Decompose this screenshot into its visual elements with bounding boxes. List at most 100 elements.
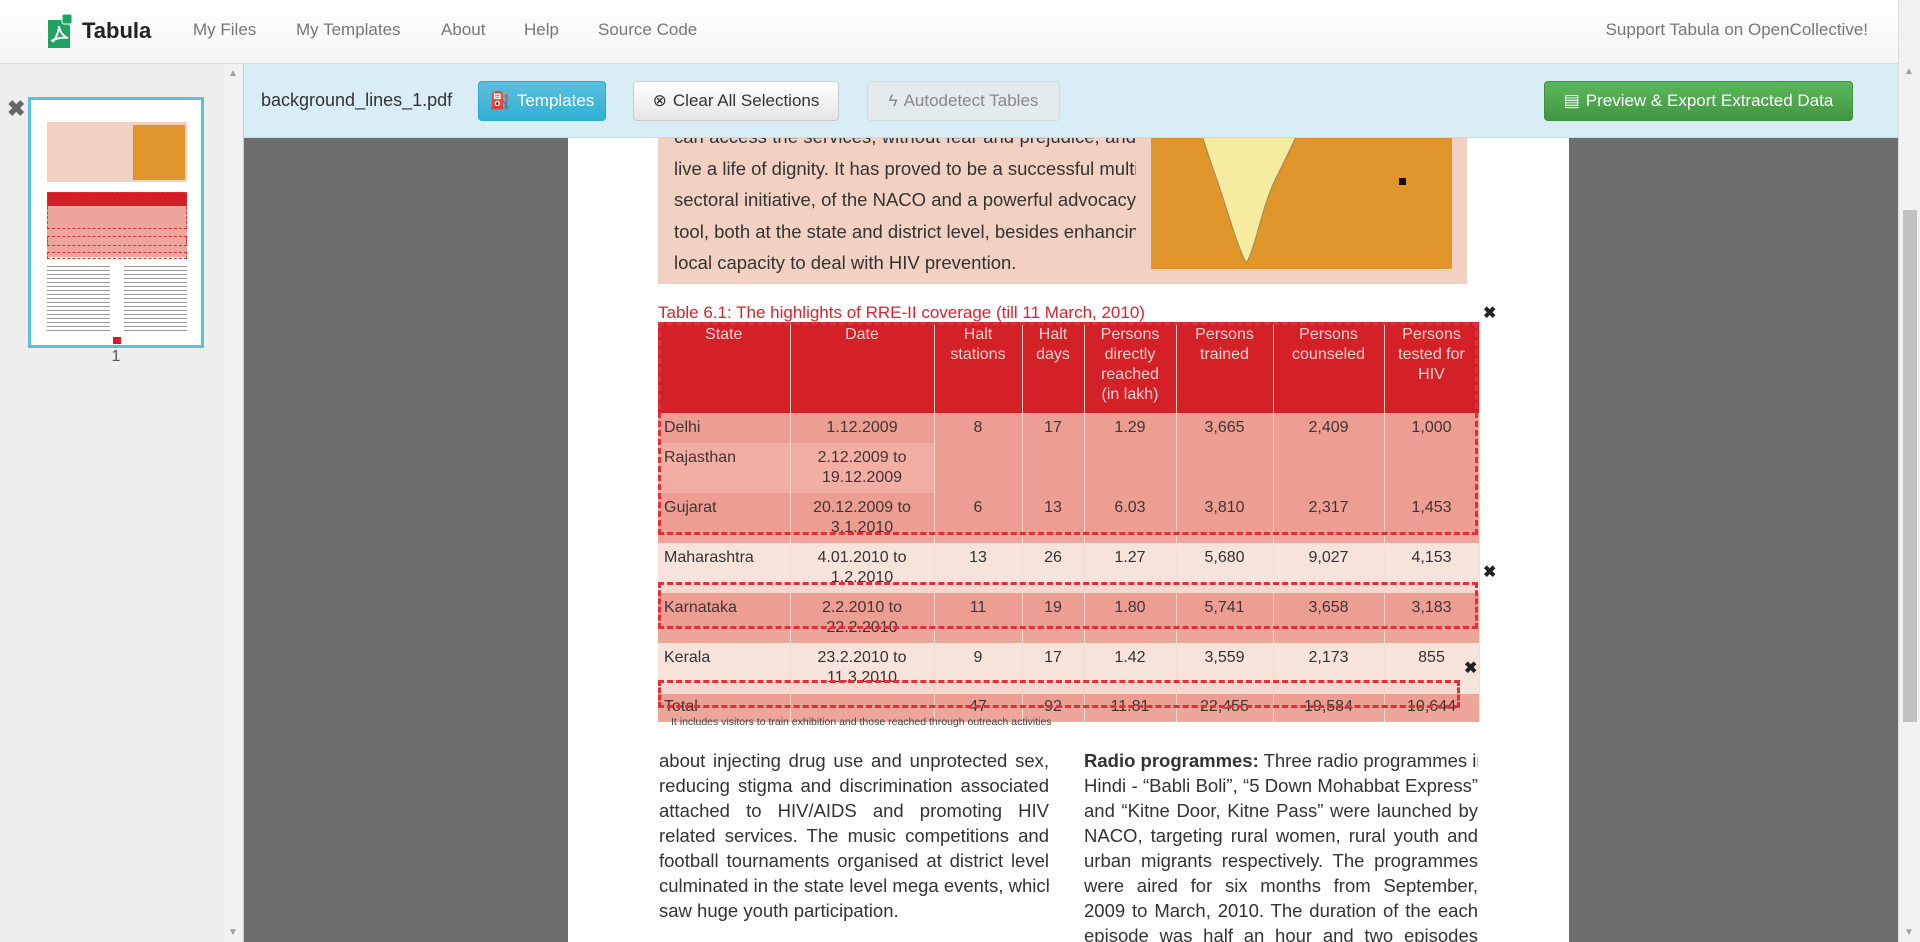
column-header: Halt days <box>1022 322 1085 413</box>
table-header-row: State Date Halt stations Halt days Perso… <box>658 322 1480 413</box>
table-cell: 17 <box>1022 643 1085 694</box>
close-icon[interactable]: ✖ <box>7 96 26 121</box>
text-line: Hindi - “Babli Boli”, “5 Down Mohabbat E… <box>1084 775 1478 796</box>
scroll-up-arrow-icon[interactable]: ▲ <box>1904 66 1914 77</box>
scroll-up-arrow-icon[interactable]: ▲ <box>228 68 238 79</box>
nav-help[interactable]: Help <box>524 20 559 39</box>
text-line: live a life of dignity. It has proved to… <box>674 157 1136 179</box>
text-line: local capacity to deal with HIV preventi… <box>674 252 1017 273</box>
clear-label: Clear All Selections <box>672 91 820 110</box>
table-footnote: It includes visitors to train exhibition… <box>671 716 1052 728</box>
table-cell: 8 <box>934 413 1023 493</box>
pdf-page: can access the services, without fear an… <box>568 138 1569 942</box>
clear-all-selections-button[interactable]: ⊗ Clear All Selections <box>633 81 839 121</box>
intro-text: can access the services, without fear an… <box>674 138 1136 279</box>
column-header: Persons directly reached (in lakh) <box>1084 322 1177 413</box>
table-row: Delhi 1.12.2009 8 17 1.29 3,665 2,409 1,… <box>658 413 1480 493</box>
table-cell: 47 <box>934 694 1023 722</box>
table-cell: 3,559 <box>1176 643 1274 694</box>
table-cell: 1.80 <box>1084 593 1177 643</box>
table-row-total: Total 47 92 11.81 22,455 19,584 10,644 <box>658 694 1480 722</box>
table-cell <box>790 694 935 722</box>
table-cell: Delhi <box>658 413 791 443</box>
table-cell: 2,409 <box>1273 413 1385 493</box>
table-cell: 11 <box>934 593 1023 643</box>
table-row: Karnataka 2.2.2010 to 22.2.2010 11 19 1.80 5,… <box>658 593 1480 643</box>
page-number: 1 <box>111 348 121 365</box>
scroll-down-arrow-icon[interactable]: ▼ <box>228 927 238 938</box>
text-line: 2009 to March, 2010. The duration of the… <box>1084 900 1478 921</box>
right-column-text: Radio programmes: Three radio programmes… <box>1084 748 1478 942</box>
brand-logo[interactable]: Tabula <box>48 14 151 48</box>
table-cell: 1,000 <box>1384 413 1480 493</box>
remove-circle-icon: ⊗ <box>652 91 667 110</box>
text-line: reducing stigma and discrimination assoc… <box>659 775 1049 796</box>
column-header: Persons tested for HIV <box>1384 322 1480 413</box>
brand-name: Tabula <box>82 18 152 43</box>
table-cell: 2.2.2010 to 22.2.2010 <box>790 593 935 643</box>
preview-export-button[interactable]: ▤ Preview & Export Extracted Data <box>1544 81 1853 121</box>
nav-about[interactable]: About <box>441 20 486 39</box>
sidebar-scrollbar[interactable]: ▲ ▼ <box>224 64 242 942</box>
text-line: urban migrants respectively. The program… <box>1084 850 1478 871</box>
nav-support-link[interactable]: Support Tabula on OpenCollective! <box>1605 20 1868 39</box>
column-header: State <box>658 322 791 413</box>
main-scrollbar[interactable]: ▲ ▼ <box>1898 0 1920 942</box>
table-cell: 17 <box>1022 413 1085 493</box>
nav-my-templates[interactable]: My Templates <box>296 20 401 39</box>
selection-box[interactable] <box>658 582 1478 629</box>
text-line: football tournaments organised at distri… <box>659 850 1049 871</box>
autodetect-label: Autodetect Tables <box>903 91 1039 110</box>
scroll-down-arrow-icon[interactable]: ▼ <box>1904 927 1914 938</box>
column-header: Date <box>790 322 935 413</box>
templates-button[interactable]: ⛽ Templates <box>478 81 606 121</box>
remove-selection-icon[interactable]: ✖ <box>1464 660 1478 677</box>
text-line: culminated in the state level mega event… <box>659 875 1049 896</box>
table-cell: 1.12.2009 <box>790 413 935 443</box>
scrollbar-thumb[interactable] <box>1903 210 1917 722</box>
nav-source-code[interactable]: Source Code <box>598 20 698 39</box>
table-cell: 1.29 <box>1084 413 1177 493</box>
text-line: attached to HIV/AIDS and promoting HIV <box>659 800 1049 821</box>
column-header: Halt stations <box>934 322 1023 413</box>
text-line: episode was half an hour and two episode… <box>1084 925 1478 942</box>
page-thumbnail[interactable] <box>28 97 204 348</box>
text-line: related services. The music competitions… <box>659 825 1049 846</box>
table-cell: 9 <box>934 643 1023 694</box>
table-cell: Rajasthan <box>658 443 791 493</box>
remove-selection-icon[interactable]: ✖ <box>1483 305 1497 322</box>
column-header: Persons trained <box>1176 322 1274 413</box>
left-column-text: about injecting drug use and unprotected… <box>659 748 1049 923</box>
tabula-logo-icon <box>48 14 73 48</box>
text-line: were aired for six months from September… <box>1084 875 1478 896</box>
radio-programmes-heading: Radio programmes: <box>1084 750 1259 771</box>
remove-selection-icon[interactable]: ✖ <box>1483 564 1497 581</box>
column-header: Persons counseled <box>1273 322 1385 413</box>
text-line: and “Kitne Door, Kitne Pass” were launch… <box>1084 800 1478 821</box>
text-line: NACO, targeting rural women, rural youth… <box>1084 825 1478 846</box>
list-icon: ▤ <box>1563 91 1580 110</box>
templates-label: Templates <box>516 91 595 110</box>
flash-icon: ϟ <box>888 91 898 110</box>
india-map-image <box>1151 138 1452 269</box>
table-cell: 10,644 <box>1384 694 1480 722</box>
table-cell: 3,183 <box>1384 593 1480 643</box>
table-cell: Karnataka <box>658 593 791 643</box>
text-line: sectoral initiative, of the NACO and a p… <box>674 189 1136 210</box>
selection-box[interactable] <box>658 322 1478 535</box>
table-cell: Total <box>658 694 791 722</box>
nav-my-files[interactable]: My Files <box>193 20 257 39</box>
templates-icon: ⛽ <box>489 91 511 110</box>
table-cell: 23.2.2010 to 11.3.2010 <box>790 643 935 694</box>
selection-box[interactable] <box>658 680 1460 708</box>
table-cell: 19 <box>1022 593 1085 643</box>
table-cell: 3,665 <box>1176 413 1274 493</box>
text-line: tool, both at the state and district lev… <box>674 220 1136 242</box>
table-row: Rajasthan 2.12.2009 to 19.12.2009 <box>658 443 1479 493</box>
text-line: Three radio programmes in <box>1258 750 1478 771</box>
autodetect-tables-button[interactable]: ϟ Autodetect Tables <box>867 81 1060 121</box>
filename: background_lines_1.pdf <box>261 90 453 110</box>
table-title: Table 6.1: The highlights of RRE-II cove… <box>658 303 1145 322</box>
table-cell: 1.42 <box>1084 643 1177 694</box>
text-line: about injecting drug use and unprotected… <box>659 750 1049 771</box>
